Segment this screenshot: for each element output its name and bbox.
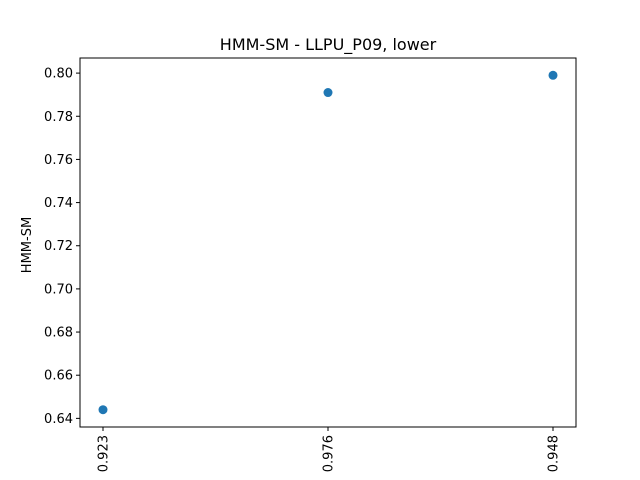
y-tick-label: 0.68 [44,326,73,341]
y-tick-label: 0.72 [44,239,73,254]
data-point [548,70,558,80]
x-axis-ticks: 0.923 0.976 0.948 [97,427,562,472]
data-point [98,405,108,415]
y-axis-label: HMM-SM [20,217,35,273]
y-tick-label: 0.76 [44,153,73,168]
y-tick-label: 0.74 [44,196,73,211]
y-tick-label: 0.78 [44,110,73,125]
x-tick-label: 0.976 [322,435,337,472]
y-tick-label: 0.70 [44,282,73,297]
data-points [98,70,558,415]
y-axis-ticks: 0.64 0.66 0.68 0.70 0.72 0.74 0.76 0.78 0.80 [44,67,80,427]
x-tick-label: 0.923 [97,435,112,472]
data-point [323,88,333,98]
y-tick-label: 0.80 [44,67,73,82]
chart-title: HMM-SM - LLPU_P09, lower [220,35,437,55]
y-tick-label: 0.66 [44,369,73,384]
y-tick-label: 0.64 [44,412,73,427]
x-tick-label: 0.948 [547,435,562,472]
